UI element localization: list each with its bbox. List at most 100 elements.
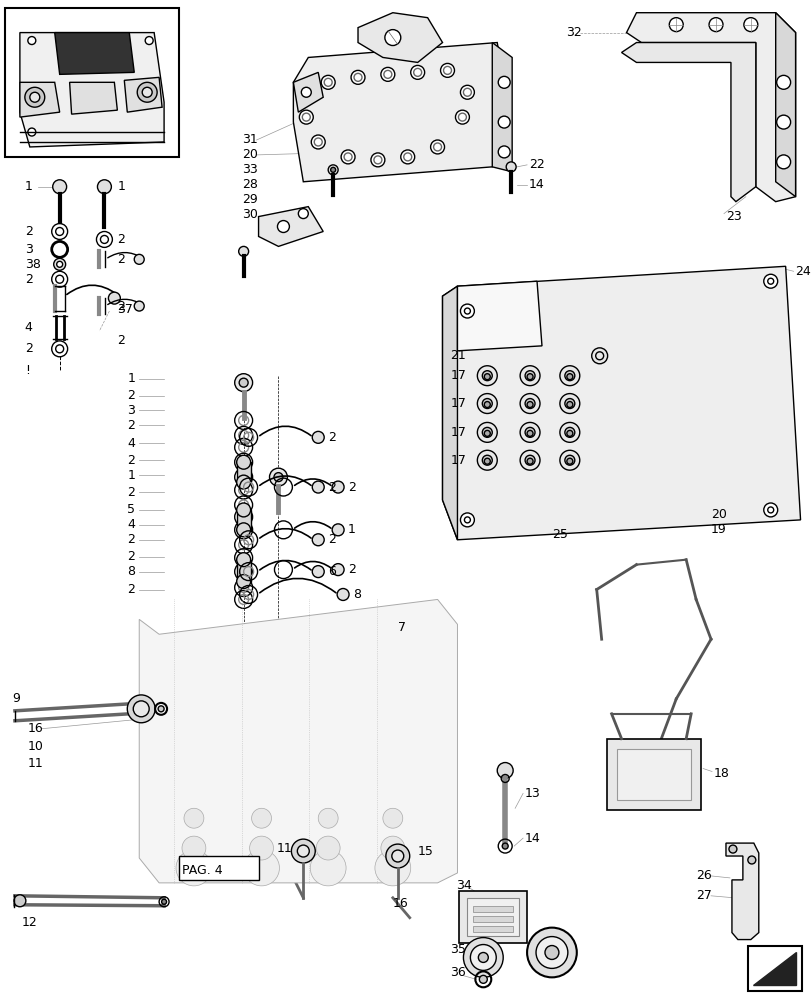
Circle shape xyxy=(520,366,539,386)
Circle shape xyxy=(483,374,490,380)
Circle shape xyxy=(401,150,414,164)
Text: 30: 30 xyxy=(242,208,257,221)
Polygon shape xyxy=(139,599,457,883)
Text: 4: 4 xyxy=(127,437,135,450)
Circle shape xyxy=(743,18,757,32)
Circle shape xyxy=(236,523,251,537)
Text: 29: 29 xyxy=(242,193,257,206)
Text: 2: 2 xyxy=(127,419,135,432)
Text: 23: 23 xyxy=(725,210,740,223)
Text: 35: 35 xyxy=(450,943,466,956)
Circle shape xyxy=(460,304,474,318)
Text: 9: 9 xyxy=(12,692,19,705)
Text: 17: 17 xyxy=(450,369,466,382)
Circle shape xyxy=(291,839,315,863)
Text: 11: 11 xyxy=(28,757,44,770)
Text: 16: 16 xyxy=(28,722,44,735)
Circle shape xyxy=(668,18,682,32)
Circle shape xyxy=(747,856,755,864)
Circle shape xyxy=(566,402,572,408)
Text: 8: 8 xyxy=(353,588,361,601)
Text: 38: 38 xyxy=(25,258,41,271)
Circle shape xyxy=(526,402,532,408)
Circle shape xyxy=(520,394,539,413)
Circle shape xyxy=(526,458,532,464)
Polygon shape xyxy=(442,266,800,540)
Bar xyxy=(616,749,690,800)
Circle shape xyxy=(269,468,287,486)
Circle shape xyxy=(393,610,401,618)
Text: 14: 14 xyxy=(529,178,544,191)
Circle shape xyxy=(301,87,311,97)
Circle shape xyxy=(182,836,206,860)
Circle shape xyxy=(460,513,474,527)
Circle shape xyxy=(501,843,508,849)
Circle shape xyxy=(234,374,252,392)
Circle shape xyxy=(332,564,344,576)
Text: 17: 17 xyxy=(450,454,466,467)
Circle shape xyxy=(273,473,282,482)
Circle shape xyxy=(384,30,401,46)
Bar xyxy=(473,906,513,912)
Circle shape xyxy=(463,938,503,977)
Polygon shape xyxy=(442,286,457,540)
Circle shape xyxy=(341,150,354,164)
Text: 11: 11 xyxy=(276,842,292,855)
Circle shape xyxy=(389,606,406,622)
Text: 2: 2 xyxy=(127,389,135,402)
Text: 24: 24 xyxy=(795,265,810,278)
Text: 21: 21 xyxy=(450,349,466,362)
Text: 2: 2 xyxy=(348,563,355,576)
Bar xyxy=(178,856,258,880)
Circle shape xyxy=(477,394,496,413)
Text: 18: 18 xyxy=(713,767,729,780)
Bar xyxy=(467,898,518,936)
Circle shape xyxy=(440,63,454,77)
Circle shape xyxy=(535,937,567,968)
Text: 4: 4 xyxy=(127,518,135,531)
Polygon shape xyxy=(626,13,795,202)
Circle shape xyxy=(133,701,149,717)
Circle shape xyxy=(776,155,790,169)
Circle shape xyxy=(350,70,364,84)
Text: 16: 16 xyxy=(393,897,408,910)
Text: 20: 20 xyxy=(242,148,257,161)
Circle shape xyxy=(375,850,410,886)
Circle shape xyxy=(560,366,579,386)
Text: 25: 25 xyxy=(551,528,567,541)
Circle shape xyxy=(332,524,344,536)
Circle shape xyxy=(483,458,490,464)
Circle shape xyxy=(383,808,402,828)
Circle shape xyxy=(312,534,324,546)
Text: 15: 15 xyxy=(417,845,433,858)
Text: 2: 2 xyxy=(118,233,125,246)
Text: 2: 2 xyxy=(127,550,135,563)
Text: 1: 1 xyxy=(25,180,32,193)
Circle shape xyxy=(25,87,45,107)
Circle shape xyxy=(525,371,534,381)
Polygon shape xyxy=(54,33,134,74)
Text: PAG. 4: PAG. 4 xyxy=(182,864,222,877)
Circle shape xyxy=(298,209,308,219)
Circle shape xyxy=(367,611,384,627)
Circle shape xyxy=(145,37,153,45)
Circle shape xyxy=(430,140,444,154)
Polygon shape xyxy=(775,13,795,197)
Text: !: ! xyxy=(25,364,30,377)
Circle shape xyxy=(478,952,487,962)
Circle shape xyxy=(134,301,144,311)
Circle shape xyxy=(184,808,204,828)
Text: 8: 8 xyxy=(127,565,135,578)
Text: 12: 12 xyxy=(22,916,37,929)
Text: 2: 2 xyxy=(25,342,32,355)
Text: 6: 6 xyxy=(328,565,336,578)
Circle shape xyxy=(564,427,574,437)
Circle shape xyxy=(371,615,380,623)
Polygon shape xyxy=(19,33,164,147)
Circle shape xyxy=(728,845,736,853)
Text: 1: 1 xyxy=(118,180,125,193)
Text: 4: 4 xyxy=(25,321,32,334)
Text: 28: 28 xyxy=(242,178,257,191)
Circle shape xyxy=(763,503,777,517)
Text: 33: 33 xyxy=(242,163,257,176)
